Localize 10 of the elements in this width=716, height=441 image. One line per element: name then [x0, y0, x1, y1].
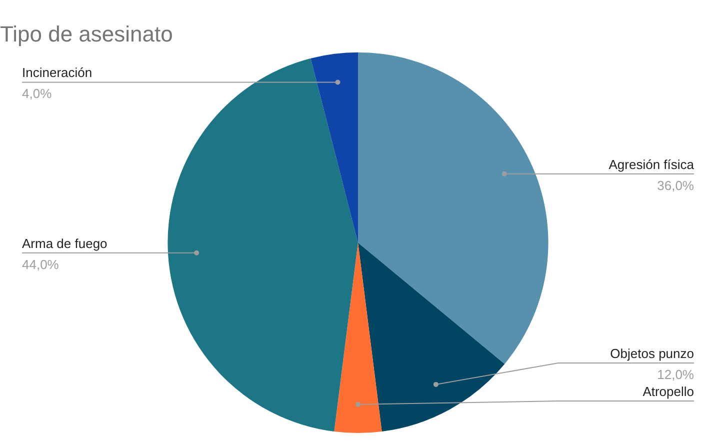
data-label: 4,0% [22, 86, 52, 102]
data-label: 12,0% [657, 367, 694, 382]
slice-label: Agresión física [608, 156, 695, 172]
slice-label: Objetos punzo [610, 346, 694, 361]
data-label: 36,0% [657, 178, 694, 193]
slice-label: Atropello [642, 384, 694, 399]
data-label: 44,0% [22, 256, 60, 272]
chart-title: Tipo de asesinato [0, 21, 173, 46]
slice-label: Incineración [22, 65, 92, 80]
slice-label: Arma de fuego [22, 236, 108, 251]
